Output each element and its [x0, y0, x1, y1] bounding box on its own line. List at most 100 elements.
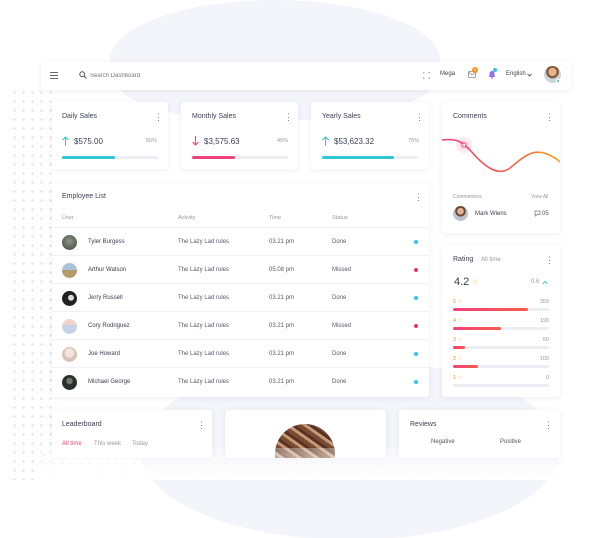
employee-name: Jerry Russell [88, 295, 123, 301]
rating-row: 4 ☆ 190 [442, 318, 560, 337]
employee-status: Done [332, 239, 347, 245]
more-options-icon[interactable]: ⋮ [197, 420, 206, 430]
stat-title: Yearly Sales [322, 113, 361, 120]
table-row[interactable]: Arthur Watson The Lazy Lad rules 05.08 p… [52, 255, 429, 283]
rating-period-filter[interactable]: All time [481, 257, 501, 263]
chevron-down-icon[interactable] [527, 73, 532, 77]
more-options-icon[interactable]: ⋮ [545, 112, 554, 122]
employee-activity: The Lazy Lad rules [178, 351, 230, 357]
employee-time: 03.21 pm [269, 379, 295, 385]
online-status-dot [556, 79, 560, 83]
stat-title: Monthly Sales [192, 113, 236, 120]
reviews-positive-label: Positive [500, 439, 522, 445]
column-header-user: User [62, 215, 74, 221]
more-options-icon[interactable]: ⋮ [545, 255, 554, 265]
table-row[interactable]: Jerry Russell The Lazy Lad rules 03.21 p… [52, 283, 429, 311]
rating-count: 359 [539, 299, 549, 305]
stat-amount: $53,623.32 [334, 137, 375, 146]
rating-stars-label: 1 [453, 375, 457, 381]
stat-progress-fill [322, 156, 394, 159]
employee-time: 03.21 pm [269, 295, 295, 301]
avatar [62, 375, 77, 390]
arrow-up-icon [322, 136, 329, 146]
rating-progress-fill [453, 346, 466, 349]
rating-count: 50 [542, 337, 549, 343]
table-row[interactable]: Cory Rodriguez The Lazy Lad rules 03.21 … [52, 311, 429, 339]
column-header-activity: Activity [178, 215, 196, 221]
rating-progress-fill [453, 365, 478, 368]
rating-count: 190 [539, 318, 549, 324]
employee-time: 03.21 pm [269, 323, 295, 329]
rating-progress-fill [453, 308, 528, 311]
commentor-name: Mark Wiens [475, 211, 507, 217]
rating-stars-label: 5 [453, 299, 457, 305]
status-dot [414, 268, 418, 272]
menu-icon[interactable] [50, 72, 58, 79]
employee-list-card: Employee List ⋮ User Activity Time Statu… [52, 183, 429, 397]
rating-change: 0.6 [531, 279, 540, 285]
more-options-icon[interactable]: ⋮ [414, 192, 423, 202]
language-selector[interactable]: English [506, 71, 526, 77]
stat-amount: $575.00 [74, 137, 103, 146]
bell-icon[interactable] [488, 70, 496, 79]
tab-all-time[interactable]: All time [62, 441, 82, 447]
tab-this-week[interactable]: This week [94, 441, 122, 447]
mega-menu-link[interactable]: Mega [440, 71, 456, 77]
rating-row: 1 ☆ 0 [442, 375, 560, 394]
profile-avatar[interactable] [544, 66, 561, 83]
employee-list-title: Employee List [62, 193, 106, 200]
star-icon: ☆ [458, 318, 463, 324]
notification-badge: 2 [472, 67, 478, 73]
star-icon: ☆ [458, 356, 463, 362]
search-icon [79, 71, 87, 79]
daily-sales-card: Daily Sales ⋮ $575.00 55% [52, 102, 168, 169]
background-blob-top [110, 0, 440, 120]
employee-activity: The Lazy Lad rules [178, 267, 230, 273]
stat-progress-fill [62, 156, 115, 159]
rating-progress-fill [453, 327, 501, 330]
arrow-down-icon [192, 136, 199, 146]
arrow-up-icon [62, 136, 69, 146]
more-options-icon[interactable]: ⋮ [154, 112, 163, 122]
status-dot [414, 240, 418, 244]
table-row[interactable]: Michael George The Lazy Lad rules 03.21 … [52, 367, 429, 395]
stat-percent: 45% [277, 138, 289, 144]
employee-time: 03.21 pm [269, 351, 295, 357]
rating-score: 4.2 [454, 276, 470, 288]
employee-status: Done [332, 379, 347, 385]
table-row[interactable]: Tyler Burgess The Lazy Lad rules 03.21 p… [52, 227, 429, 255]
column-header-status: Status [332, 215, 348, 221]
stat-amount: $3,575.63 [204, 137, 240, 146]
chevron-up-icon [542, 280, 548, 285]
comment-count: 05 [542, 211, 549, 217]
avatar [62, 291, 77, 306]
more-options-icon[interactable]: ⋮ [415, 112, 424, 122]
table-row[interactable]: Joe Howard The Lazy Lad rules 03.21 pm D… [52, 339, 429, 367]
fullscreen-icon[interactable] [423, 72, 430, 79]
more-options-icon[interactable]: ⋮ [544, 420, 553, 430]
search-input[interactable] [90, 69, 210, 82]
star-icon: ☆ [458, 299, 463, 305]
rating-progress-bar [453, 308, 549, 311]
bottom-fade-overlay [40, 448, 560, 480]
star-icon: ☆ [472, 279, 479, 286]
employee-activity: The Lazy Lad rules [178, 323, 230, 329]
reviews-title: Reviews [410, 421, 437, 428]
employee-status: Missed [332, 267, 352, 273]
rating-card: Rating All time ⋮ 4.2 ☆ 0.6 5 ☆ 359 4 ☆ … [442, 245, 560, 397]
comments-card: Comments ⋮ Commentors View All Mark Wien… [442, 102, 560, 233]
avatar [453, 206, 468, 221]
employee-name: Joe Howard [88, 351, 121, 357]
employee-status: Done [332, 351, 347, 357]
view-all-link[interactable]: View All [531, 194, 549, 200]
stat-progress-bar [322, 156, 418, 159]
tab-today[interactable]: Today [132, 441, 149, 447]
rating-stars-label: 3 [453, 337, 457, 343]
rating-count: 0 [545, 375, 549, 381]
employee-name: Cory Rodriguez [88, 323, 130, 329]
employee-activity: The Lazy Lad rules [178, 295, 230, 301]
more-options-icon[interactable]: ⋮ [284, 112, 293, 122]
leaderboard-title: Leaderboard [62, 421, 102, 428]
yearly-sales-card: Yearly Sales ⋮ $53,623.32 75% [311, 102, 429, 169]
rating-stars-label: 2 [453, 356, 457, 362]
